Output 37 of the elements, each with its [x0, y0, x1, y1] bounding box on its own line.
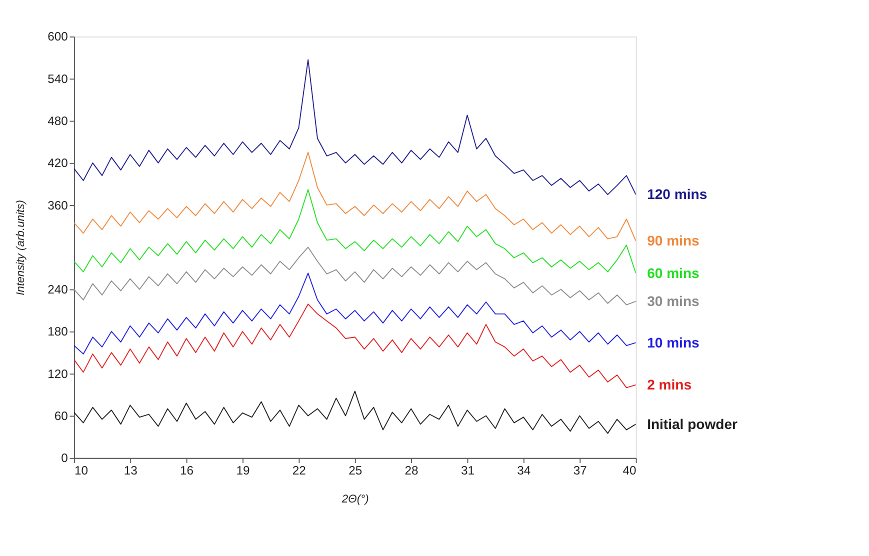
y-tick-label: 600: [48, 30, 68, 44]
x-tick-label: 25: [348, 463, 362, 478]
line-series: [74, 189, 636, 274]
x-axis-title: 2Θ(°): [340, 493, 370, 506]
line-series: [74, 272, 636, 354]
y-tick-label: 480: [48, 114, 68, 128]
series-label: 2 mins: [647, 376, 692, 393]
series-label: 60 mins: [647, 264, 700, 281]
series-label: 30 mins: [647, 292, 700, 309]
x-tick-label: 16: [180, 463, 194, 478]
y-tick-label: 420: [48, 156, 68, 170]
y-tick-label: 360: [48, 198, 68, 212]
x-tick-label: 22: [292, 463, 306, 478]
line-series: [74, 59, 636, 196]
y-axis-title: Intensity (arb.units): [15, 200, 28, 296]
y-tick-label: 60: [54, 408, 68, 423]
line-series: [74, 304, 636, 388]
x-tick-label: 31: [460, 463, 475, 478]
y-tick-label: 540: [48, 72, 68, 86]
y-tick-label: 120: [48, 366, 68, 381]
x-tick-label: 34: [517, 463, 531, 478]
series-label: 10 mins: [647, 334, 700, 350]
series-label: 90 mins: [647, 232, 700, 249]
x-tick-label: 19: [236, 463, 250, 478]
series-label: Initial powder: [647, 416, 738, 432]
line-series: [74, 152, 636, 242]
y-tick-label: 240: [48, 282, 68, 297]
x-tick-label: 10: [74, 463, 88, 478]
line-series: [74, 246, 636, 306]
x-tick-label: 40: [622, 463, 637, 478]
x-tick-label: 28: [404, 463, 419, 478]
y-tick-label: 180: [48, 324, 68, 339]
x-tick-label: 13: [124, 463, 138, 478]
series-label: 120 mins: [647, 186, 708, 202]
x-tick-label: 37: [573, 463, 588, 478]
y-tick-label: 0: [61, 451, 68, 466]
line-series: [74, 390, 636, 434]
